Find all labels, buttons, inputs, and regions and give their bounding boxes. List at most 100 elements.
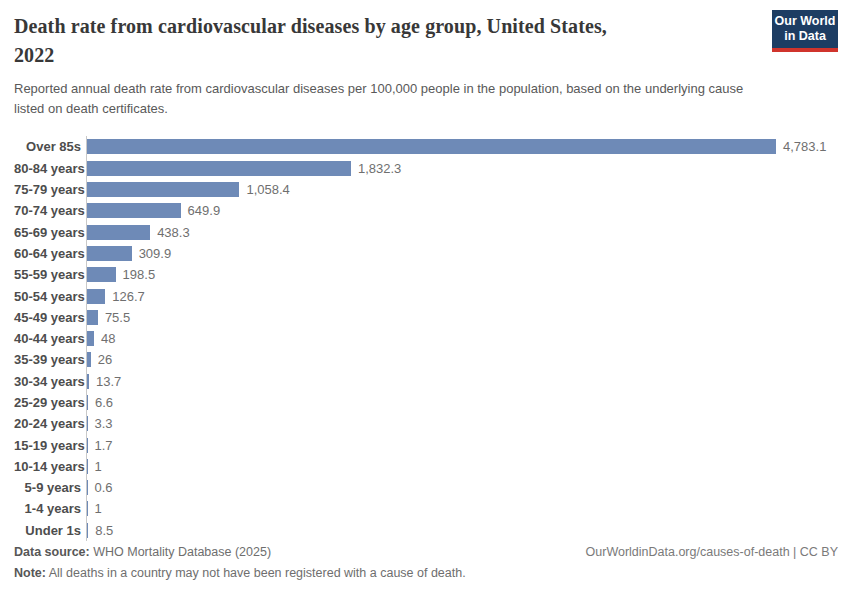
bar[interactable]: [87, 438, 88, 453]
header: Death rate from cardiovascular diseases …: [14, 12, 744, 119]
bar-track: 1: [86, 456, 836, 477]
bar-track: 1.7: [86, 434, 836, 455]
bar-row[interactable]: 55-59 years 198.5: [14, 264, 836, 285]
bar-row[interactable]: 20-24 years3.3: [14, 413, 836, 434]
bar-row[interactable]: 80-84 years 1,832.3: [14, 158, 836, 179]
bar-row[interactable]: 45-49 years 75.5: [14, 307, 836, 328]
bar[interactable]: [87, 480, 88, 495]
value-label: 309.9: [139, 246, 172, 261]
bar[interactable]: [87, 416, 88, 431]
bar-track: 1,832.3: [86, 158, 836, 179]
bar-row[interactable]: Over 85s 4,783.1: [14, 136, 836, 157]
value-label: 48: [101, 331, 115, 346]
bar[interactable]: [87, 267, 116, 282]
chart-subtitle: Reported annual death rate from cardiova…: [14, 79, 744, 119]
chart-card: Death rate from cardiovascular diseases …: [0, 0, 850, 600]
bar-row[interactable]: Under 1s8.5: [14, 520, 836, 541]
value-label: 438.3: [157, 225, 190, 240]
category-label: 5-9 years: [14, 480, 86, 495]
category-label: 10-14 years: [14, 459, 86, 474]
value-label: 0.6: [95, 480, 113, 495]
bar-track: 26: [86, 349, 836, 370]
bar[interactable]: [87, 161, 351, 176]
bar[interactable]: [87, 225, 150, 240]
bar-track: 126.7: [86, 285, 836, 306]
note-label: Note:: [14, 566, 46, 580]
bar[interactable]: [87, 459, 88, 474]
data-source-text: WHO Mortality Database (2025): [93, 545, 271, 559]
value-label: 26: [98, 352, 112, 367]
bar-row[interactable]: 40-44 years48: [14, 328, 836, 349]
bar[interactable]: [87, 203, 181, 218]
bar[interactable]: [87, 246, 132, 261]
category-label: 15-19 years: [14, 438, 86, 453]
value-label: 1,832.3: [358, 161, 401, 176]
category-label: 80-84 years: [14, 161, 86, 176]
category-label: 55-59 years: [14, 267, 86, 282]
bar-track: 4,783.1: [86, 136, 836, 157]
category-label: 50-54 years: [14, 289, 86, 304]
bar-track: 1,058.4: [86, 179, 836, 200]
category-label: 70-74 years: [14, 203, 86, 218]
value-label: 198.5: [123, 267, 156, 282]
bar[interactable]: [87, 395, 88, 410]
bar-row[interactable]: 65-69 years 438.3: [14, 221, 836, 242]
category-label: 45-49 years: [14, 310, 86, 325]
category-label: 35-39 years: [14, 352, 86, 367]
data-source-label: Data source:: [14, 545, 90, 559]
value-label: 3.3: [95, 416, 113, 431]
page-title-line2: 2022: [14, 41, 744, 70]
bar-row[interactable]: 70-74 years 649.9: [14, 200, 836, 221]
data-source-line: Data source: WHO Mortality Database (202…: [14, 542, 466, 563]
bar[interactable]: [87, 289, 105, 304]
bar-track: 0.6: [86, 477, 836, 498]
bar-row[interactable]: 50-54 years126.7: [14, 285, 836, 306]
value-label: 649.9: [188, 203, 221, 218]
category-label: 30-34 years: [14, 374, 86, 389]
category-label: 75-79 years: [14, 182, 86, 197]
bar-row[interactable]: 30-34 years13.7: [14, 371, 836, 392]
bar-track: 438.3: [86, 221, 836, 242]
bar[interactable]: [87, 310, 98, 325]
bar-track: 75.5: [86, 307, 836, 328]
bar-row[interactable]: 25-29 years6.6: [14, 392, 836, 413]
bar-row[interactable]: 1-4 years 1: [14, 498, 836, 519]
attribution: OurWorldinData.org/causes-of-death | CC …: [586, 542, 838, 563]
category-label: 65-69 years: [14, 225, 86, 240]
value-label: 75.5: [105, 310, 130, 325]
category-label: Over 85s: [14, 139, 86, 154]
bar[interactable]: [87, 182, 239, 197]
note-line: Note: All deaths in a country may not ha…: [14, 563, 466, 584]
bar-row[interactable]: 35-39 years 26: [14, 349, 836, 370]
bar[interactable]: [87, 374, 89, 389]
bar-row[interactable]: 60-64 years309.9: [14, 243, 836, 264]
bar-chart: Over 85s 4,783.1 80-84 years 1,832.3 75-79 y…: [14, 136, 836, 541]
bar[interactable]: [87, 139, 776, 154]
footer-left: Data source: WHO Mortality Database (202…: [14, 542, 466, 584]
owid-logo[interactable]: Our World in Data: [772, 10, 838, 52]
value-label: 1,058.4: [246, 182, 289, 197]
bar[interactable]: [87, 352, 91, 367]
chart-footer: Data source: WHO Mortality Database (202…: [14, 542, 838, 584]
bar-row[interactable]: 10-14 years 1: [14, 456, 836, 477]
bar-track: 649.9: [86, 200, 836, 221]
owid-logo-line2: in Data: [784, 29, 826, 44]
bar-track: 309.9: [86, 243, 836, 264]
page-title: Death rate from cardiovascular diseases …: [14, 12, 744, 70]
page-title-line1: Death rate from cardiovascular diseases …: [14, 12, 744, 41]
value-label: 1: [95, 459, 102, 474]
bar[interactable]: [87, 331, 94, 346]
bar-track: 1: [86, 498, 836, 519]
value-label: 1: [95, 501, 102, 516]
value-label: 4,783.1: [783, 139, 826, 154]
bar-track: 48: [86, 328, 836, 349]
bar[interactable]: [87, 501, 88, 516]
bar[interactable]: [87, 523, 88, 538]
bar-row[interactable]: 5-9 years 0.6: [14, 477, 836, 498]
bar-row[interactable]: 15-19 years1.7: [14, 434, 836, 455]
value-label: 6.6: [95, 395, 113, 410]
owid-logo-line1: Our World: [775, 14, 836, 29]
category-label: 1-4 years: [14, 501, 86, 516]
bar-row[interactable]: 75-79 years 1,058.4: [14, 179, 836, 200]
value-label: 8.5: [95, 523, 113, 538]
